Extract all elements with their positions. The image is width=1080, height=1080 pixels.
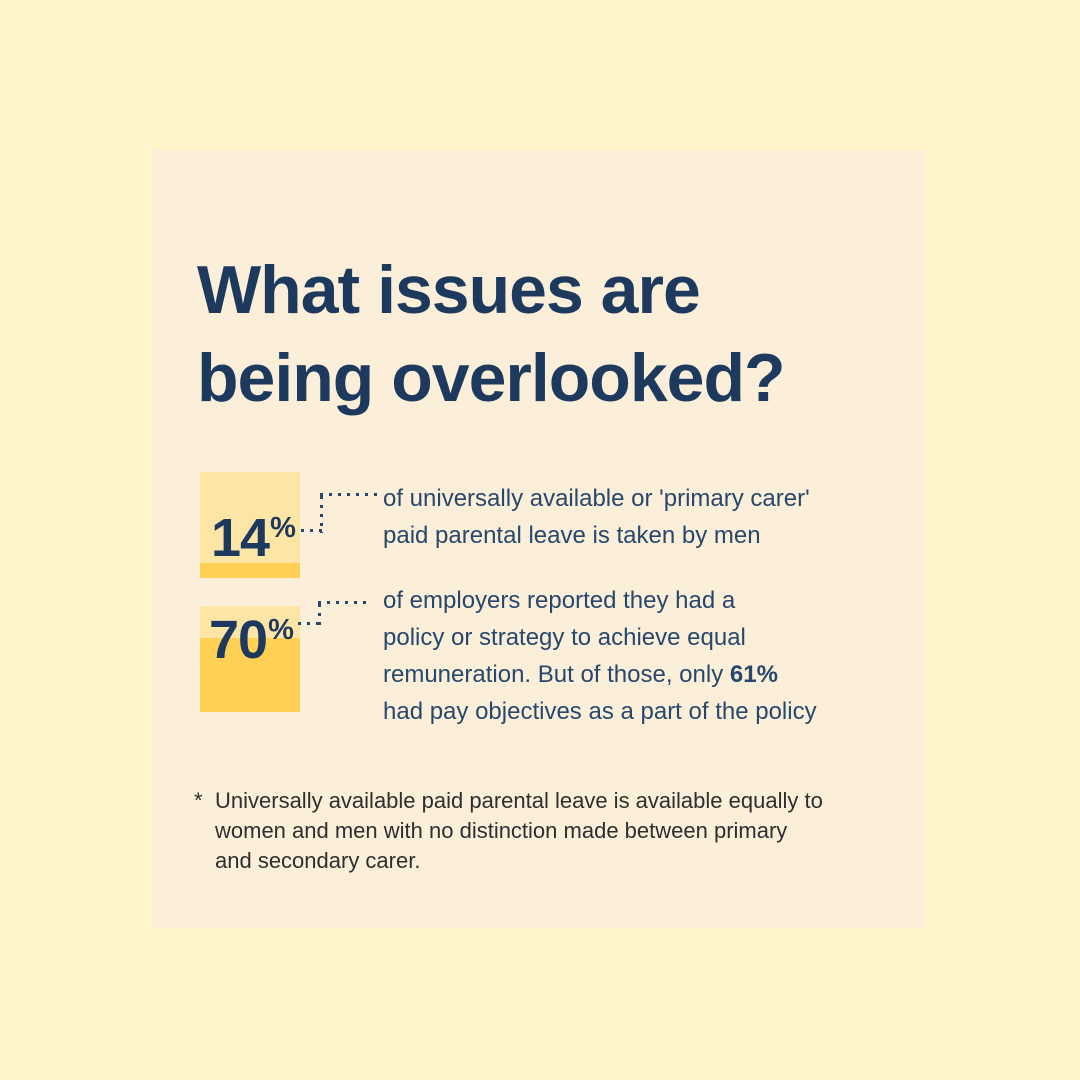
asterisk-marker: *: [194, 788, 203, 813]
dotted-connector-top: [318, 601, 370, 604]
stat-description-equal-remuneration: of employers reported they had a policy …: [383, 582, 817, 730]
percent-sign: %: [268, 614, 294, 646]
dotted-connector-bottom: [301, 529, 325, 532]
footnote-line: and secondary carer.: [215, 848, 421, 873]
stat-value-parental-leave: 14 %: [211, 511, 296, 565]
dotted-connector-top: [320, 493, 377, 496]
bold-percent-61: 61%: [729, 661, 778, 688]
bar-parental-leave: 14 %: [200, 472, 300, 578]
stat-text-line: of universally available or 'primary car…: [383, 485, 810, 512]
bar-fill-equal-remuneration: [200, 637, 300, 712]
footnote: * Universally available paid parental le…: [194, 786, 823, 876]
stat-text-line: policy or strategy to achieve equal: [383, 624, 746, 651]
footnote-line: women and men with no distinction made b…: [215, 818, 788, 843]
footnote-text: Universally available paid parental leav…: [215, 786, 823, 876]
stat-text-fragment: remuneration. But of those, only: [383, 661, 730, 688]
bar-fill-parental-leave: [200, 563, 300, 578]
stat-value-equal-remuneration: 70 %: [209, 613, 294, 667]
stat-text-line: remuneration. But of those, only 61%: [383, 656, 817, 693]
stat-text-line: had pay objectives as a part of the poli…: [383, 698, 817, 725]
stat-number: 14: [211, 508, 270, 568]
stat-description-parental-leave: of universally available or 'primary car…: [383, 480, 810, 554]
stat-text-line: paid parental leave is taken by men: [383, 522, 761, 549]
dotted-connector-vertical: [320, 496, 323, 533]
dotted-connector-bottom: [298, 622, 322, 625]
stat-text-line: of employers reported they had a: [383, 587, 736, 614]
stat-number: 70: [209, 610, 268, 670]
bar-equal-remuneration: 70 %: [200, 606, 300, 712]
dotted-connector-vertical: [318, 604, 321, 625]
page-title-line-2: being overlooked?: [197, 340, 786, 416]
page-title-line-1: What issues are: [197, 252, 701, 328]
footnote-line: Universally available paid parental leav…: [215, 788, 823, 813]
percent-sign: %: [270, 512, 296, 544]
page-title: What issues are being overlooked?: [197, 246, 786, 422]
